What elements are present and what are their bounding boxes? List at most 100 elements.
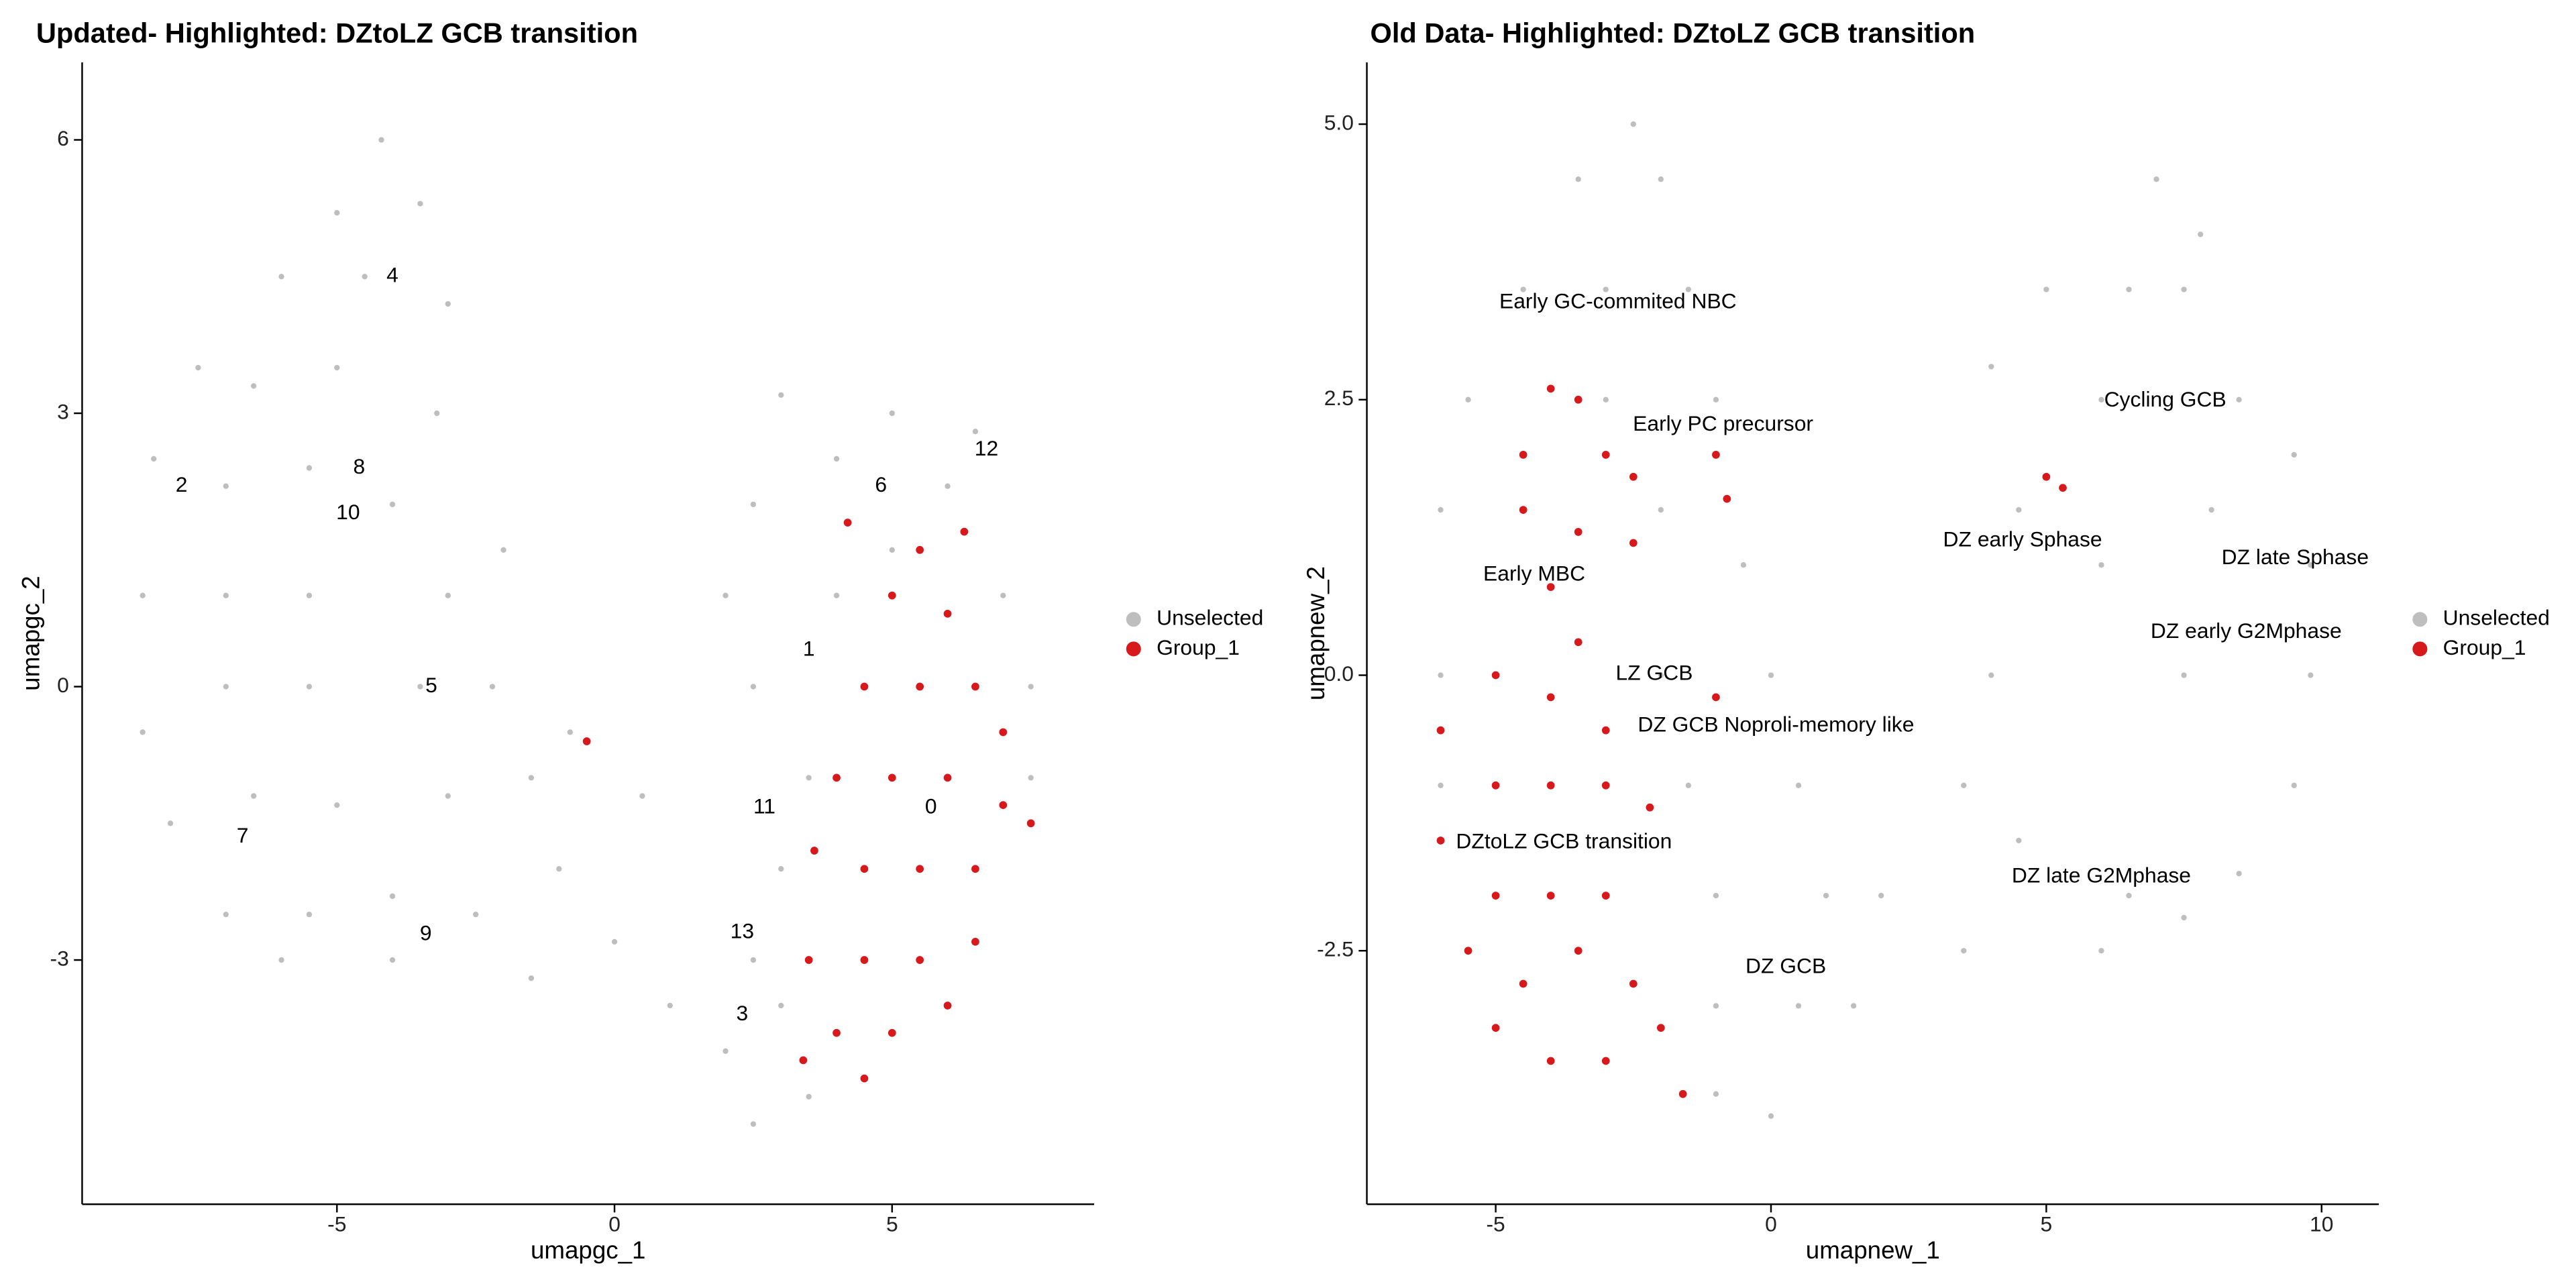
point — [1464, 947, 1472, 955]
point — [1546, 892, 1555, 900]
point — [1546, 384, 1555, 393]
point — [1629, 472, 1638, 481]
cluster-label: DZ late G2Mphase — [2012, 863, 2191, 888]
point — [860, 682, 869, 691]
point — [334, 210, 340, 216]
point — [1546, 693, 1555, 702]
point — [1491, 892, 1500, 900]
point — [2098, 948, 2104, 954]
y-tick-label: 5.0 — [1324, 110, 1354, 134]
cluster-label: 11 — [753, 794, 775, 818]
point — [1026, 819, 1035, 828]
point — [1574, 947, 1582, 955]
point — [916, 956, 924, 964]
point — [945, 483, 951, 489]
point — [2291, 451, 2297, 458]
cluster-label: DZtoLZ GCB transition — [1456, 829, 1672, 853]
cluster-label: 1 — [803, 637, 815, 661]
point — [306, 684, 313, 690]
point — [472, 911, 479, 918]
point — [2236, 871, 2242, 877]
point — [1519, 451, 1527, 459]
cluster-label: Early MBC — [1483, 561, 1585, 585]
legend-swatch — [2412, 612, 2428, 627]
point — [972, 429, 979, 435]
point — [750, 1121, 757, 1127]
cluster-label: 5 — [425, 673, 437, 697]
x-tick-label: 5 — [886, 1212, 898, 1236]
point — [434, 410, 440, 417]
point — [722, 592, 729, 598]
point — [750, 684, 757, 690]
point — [1713, 396, 1719, 402]
point — [888, 1028, 896, 1037]
point — [1768, 672, 1774, 678]
point — [1546, 781, 1555, 790]
point — [223, 483, 229, 489]
point — [2236, 396, 2242, 402]
point — [1574, 638, 1582, 647]
point — [2016, 837, 2022, 844]
point — [1723, 494, 1731, 503]
point — [445, 592, 451, 598]
point — [2016, 506, 2022, 513]
point — [1795, 1003, 1802, 1009]
point — [1678, 1089, 1687, 1098]
y-axis-label: umapnew_2 — [1302, 566, 1330, 700]
point — [362, 274, 368, 280]
x-tick-label: 0 — [608, 1212, 621, 1236]
point — [278, 274, 284, 280]
point — [1575, 176, 1581, 182]
point — [999, 728, 1008, 737]
point — [1629, 539, 1638, 547]
point — [2181, 914, 2187, 921]
point — [1520, 286, 1526, 292]
legend-label: Group_1 — [1157, 635, 1240, 659]
point — [1656, 1024, 1665, 1032]
point — [1658, 506, 1664, 513]
point — [1713, 1091, 1719, 1097]
cluster-label: 6 — [875, 472, 887, 496]
cluster-label: 13 — [731, 919, 754, 943]
cluster-label: DZ GCB — [1746, 953, 1826, 977]
point — [1658, 672, 1664, 678]
cluster-label: 12 — [975, 436, 998, 460]
point — [167, 820, 174, 826]
point — [722, 1048, 729, 1055]
point — [445, 793, 451, 799]
point — [489, 684, 496, 690]
legend-label: Unselected — [2443, 606, 2550, 630]
point — [1768, 1113, 1774, 1119]
point — [810, 847, 818, 855]
point — [1574, 395, 1582, 404]
point — [860, 956, 869, 964]
point — [833, 1028, 841, 1037]
point — [582, 737, 591, 745]
point — [417, 201, 423, 207]
point — [389, 957, 396, 963]
x-tick-label: -5 — [327, 1212, 346, 1236]
point — [971, 682, 979, 691]
x-tick-label: -5 — [1486, 1212, 1505, 1236]
point — [778, 866, 784, 872]
point — [2126, 892, 2132, 899]
point — [140, 729, 146, 735]
point — [778, 1002, 784, 1009]
point — [1713, 892, 1719, 899]
point — [2059, 484, 2067, 492]
cluster-label: Cycling GCB — [2104, 387, 2226, 411]
cluster-label: 8 — [354, 454, 366, 478]
point — [528, 775, 535, 781]
point — [334, 364, 340, 371]
point — [943, 773, 952, 782]
point — [1438, 506, 1444, 513]
point — [1438, 672, 1444, 678]
point — [1988, 672, 1994, 678]
panel: Updated- Highlighted: DZtoLZ GCB transit… — [17, 17, 1264, 1264]
point — [567, 729, 574, 735]
point — [250, 383, 257, 389]
point — [195, 364, 201, 371]
point — [306, 465, 313, 471]
point — [2042, 472, 2051, 481]
point — [1519, 979, 1527, 988]
